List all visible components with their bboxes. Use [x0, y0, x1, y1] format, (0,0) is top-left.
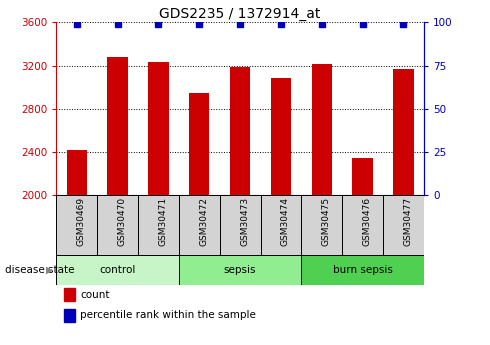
FancyBboxPatch shape	[56, 195, 97, 255]
Text: burn sepsis: burn sepsis	[333, 265, 392, 275]
FancyBboxPatch shape	[220, 195, 261, 255]
FancyBboxPatch shape	[342, 195, 383, 255]
FancyBboxPatch shape	[56, 255, 179, 285]
Bar	[64, 309, 74, 322]
Bar	[230, 67, 250, 195]
Text: GSM30473: GSM30473	[240, 197, 249, 246]
Text: count: count	[80, 289, 110, 299]
FancyBboxPatch shape	[301, 195, 342, 255]
Text: sepsis: sepsis	[224, 265, 256, 275]
Text: ▶: ▶	[47, 265, 54, 275]
Text: disease state: disease state	[5, 265, 74, 275]
FancyBboxPatch shape	[138, 195, 179, 255]
Text: percentile rank within the sample: percentile rank within the sample	[80, 310, 256, 320]
Text: GSM30474: GSM30474	[281, 197, 290, 246]
Text: GSM30476: GSM30476	[363, 197, 371, 246]
Text: GSM30477: GSM30477	[403, 197, 413, 246]
Bar	[64, 288, 74, 301]
FancyBboxPatch shape	[261, 195, 301, 255]
Text: GSM30470: GSM30470	[118, 197, 126, 246]
FancyBboxPatch shape	[179, 195, 220, 255]
Text: GSM30469: GSM30469	[77, 197, 86, 246]
Bar	[352, 158, 373, 195]
FancyBboxPatch shape	[301, 255, 424, 285]
Text: control: control	[99, 265, 136, 275]
Text: GSM30475: GSM30475	[322, 197, 331, 246]
Bar	[312, 65, 332, 195]
Bar	[148, 62, 169, 195]
Bar	[107, 57, 128, 195]
FancyBboxPatch shape	[97, 195, 138, 255]
Bar	[270, 78, 291, 195]
FancyBboxPatch shape	[383, 195, 424, 255]
FancyBboxPatch shape	[179, 255, 301, 285]
Bar	[393, 69, 414, 195]
Bar	[189, 92, 209, 195]
Text: GSM30471: GSM30471	[158, 197, 168, 246]
Bar	[67, 150, 87, 195]
Text: GSM30472: GSM30472	[199, 197, 208, 246]
Title: GDS2235 / 1372914_at: GDS2235 / 1372914_at	[159, 7, 321, 21]
